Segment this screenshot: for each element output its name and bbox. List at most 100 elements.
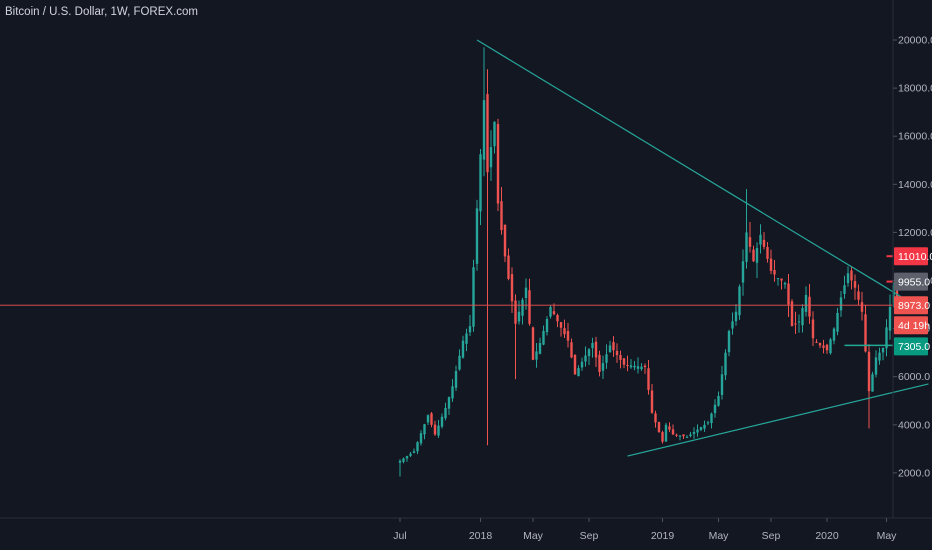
- candle-body: [661, 432, 664, 442]
- candle-body: [580, 361, 584, 368]
- candle-body: [416, 442, 419, 452]
- candle-body: [671, 429, 675, 435]
- candle-body: [706, 422, 710, 424]
- price-axis[interactable]: 2000.04000.06000.08000.010000.012000.014…: [893, 35, 932, 480]
- candle-body: [696, 429, 699, 433]
- candle-body: [776, 278, 780, 280]
- candle-body: [412, 451, 416, 453]
- bar-countdown-tag-bg: [894, 316, 928, 335]
- candle-body: [818, 343, 822, 346]
- candle-body: [678, 435, 682, 437]
- candle-body: [790, 301, 794, 327]
- candle-body: [650, 390, 654, 413]
- candle-body: [769, 258, 773, 271]
- candle-body: [433, 424, 437, 435]
- candle-body: [773, 270, 776, 275]
- candle-body: [689, 434, 692, 437]
- candle-body: [703, 424, 706, 429]
- candle-body: [811, 319, 815, 339]
- stop-price-tag: 11010.0: [894, 247, 932, 266]
- candle-body: [745, 232, 748, 262]
- candle-body: [874, 357, 878, 375]
- candle-body: [419, 433, 423, 444]
- candle-body: [619, 355, 622, 360]
- candle-body: [545, 318, 549, 333]
- candle-body: [493, 121, 496, 147]
- candle-body: [566, 330, 570, 341]
- candle-body: [794, 323, 797, 325]
- candle-body: [615, 350, 619, 356]
- bar-countdown-tag: 4d 19h: [894, 316, 930, 335]
- candle-body: [587, 349, 591, 357]
- candle-body: [850, 270, 853, 281]
- candle-body: [878, 352, 881, 361]
- candle-body: [461, 340, 465, 358]
- entry-price-tag-bg: [894, 272, 928, 291]
- candle-body: [881, 347, 885, 353]
- candle-body: [531, 327, 535, 360]
- candle-body: [451, 386, 454, 399]
- candle-body: [514, 300, 517, 324]
- candle-body: [724, 352, 727, 376]
- candle-body: [895, 286, 899, 306]
- candle-body: [685, 436, 689, 438]
- symbol-title[interactable]: Bitcoin / U.S. Dollar, 1W, FOREX.com: [5, 6, 198, 18]
- candle-body: [524, 287, 528, 298]
- candle-body: [601, 363, 605, 371]
- candle-body: [836, 312, 839, 332]
- candle-body: [447, 397, 451, 409]
- candle-body: [426, 415, 430, 423]
- candle-body: [748, 237, 752, 247]
- time-axis[interactable]: Jul 2018 May Sep 2019 May Sep 2020 May: [393, 518, 897, 542]
- candle-body: [559, 322, 563, 328]
- candle-body: [808, 296, 811, 317]
- candle-body: [860, 302, 864, 312]
- x-tick-label: May: [877, 530, 898, 542]
- candle-body: [755, 248, 759, 263]
- candle-body: [888, 306, 892, 331]
- candle-body: [521, 299, 524, 316]
- candle-body: [636, 366, 640, 369]
- candle-body: [612, 342, 615, 351]
- candle-body: [584, 355, 587, 362]
- candle-body: [853, 281, 857, 288]
- candle-body: [664, 424, 668, 442]
- candle-body: [783, 282, 787, 285]
- x-tick-label: May: [709, 530, 730, 542]
- candle-body: [766, 247, 769, 259]
- x-tick-label: Sep: [580, 530, 599, 542]
- candle-body: [699, 427, 703, 430]
- candle-body: [787, 283, 790, 305]
- trendline[interactable]: [476, 39, 919, 308]
- x-tick-label: 2019: [651, 530, 675, 542]
- candle-body: [500, 201, 503, 230]
- candle-body: [570, 342, 573, 358]
- candle-body: [507, 255, 510, 279]
- candle-body: [437, 425, 440, 436]
- candle-body: [405, 456, 409, 459]
- candle-body: [503, 224, 507, 257]
- candle-body: [647, 368, 650, 390]
- bar-countdown-tag-text: 4d 19h: [898, 320, 930, 332]
- candle-body: [496, 124, 500, 204]
- candle-body: [857, 291, 860, 300]
- candle-body: [440, 416, 444, 427]
- y-tick-label: 14000.0: [898, 179, 932, 191]
- candle-body: [622, 358, 626, 365]
- candle-body: [762, 239, 766, 247]
- candle-body: [797, 321, 801, 323]
- last-price-tag-text: 8973.0: [898, 300, 930, 312]
- candle-body: [633, 365, 636, 368]
- candle-body: [468, 326, 472, 333]
- candle-body: [682, 434, 685, 437]
- stop-price-tag-bg: [894, 247, 928, 266]
- candle-body: [573, 354, 577, 375]
- candle-body: [668, 426, 671, 430]
- drawings-layer: [0, 39, 929, 457]
- candle-body: [864, 314, 867, 352]
- candle-body: [482, 100, 486, 160]
- x-tick-label: 2020: [815, 530, 839, 542]
- candle-body: [780, 278, 783, 281]
- trendline[interactable]: [627, 383, 929, 457]
